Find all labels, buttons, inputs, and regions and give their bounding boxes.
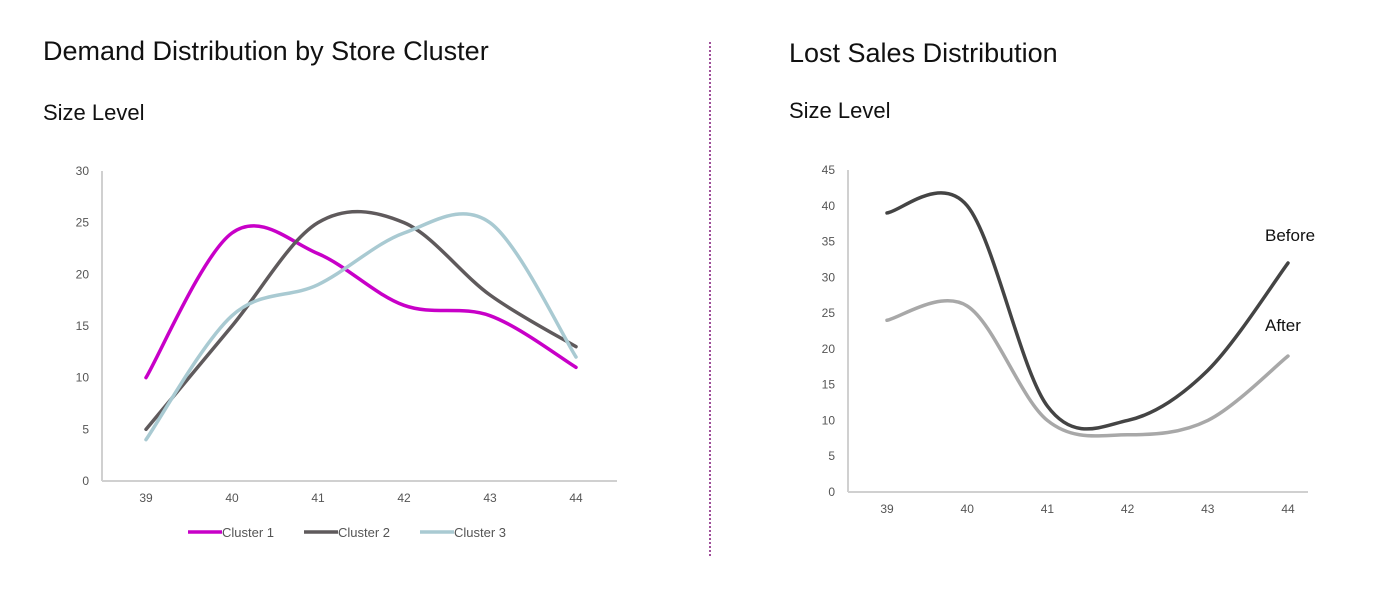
y-tick-label: 45 (822, 163, 836, 177)
y-tick-label: 35 (822, 235, 836, 249)
y-tick-label: 30 (76, 164, 90, 178)
x-tick-label: 41 (311, 491, 325, 505)
x-tick-label: 42 (1121, 502, 1135, 516)
legend-label: Cluster 2 (338, 525, 390, 540)
chart2: 0 5 10 15 20 25 30 35 40 45 39 40 41 42 43 44 Before Afte… (822, 163, 1315, 516)
y-tick-label: 0 (82, 474, 89, 488)
series-line-cluster-2 (144, 209, 578, 432)
series-line-before (885, 191, 1290, 431)
x-tick-label: 44 (569, 491, 583, 505)
chart2-subtitle: Size Level (789, 98, 891, 123)
x-tick-label: 40 (961, 502, 975, 516)
series-line-cluster-3 (144, 212, 578, 442)
y-tick-label: 30 (822, 270, 836, 284)
series-label: After (1265, 316, 1301, 335)
x-tick-label: 43 (483, 491, 497, 505)
y-tick-label: 20 (76, 267, 90, 281)
series-label: Before (1265, 226, 1315, 245)
x-tick-label: 43 (1201, 502, 1215, 516)
y-tick-label: 25 (76, 216, 90, 230)
y-tick-label: 20 (822, 342, 836, 356)
chart1-subtitle: Size Level (43, 100, 145, 125)
legend-label: Cluster 3 (454, 525, 506, 540)
x-tick-label: 40 (225, 491, 239, 505)
chart2-title: Lost Sales Distribution (789, 38, 1058, 68)
x-tick-label: 39 (880, 502, 894, 516)
x-tick-label: 42 (397, 491, 411, 505)
x-tick-label: 41 (1041, 502, 1055, 516)
y-tick-label: 15 (76, 319, 90, 333)
chart1: 0 5 10 15 20 25 30 39 40 41 42 43 44 Cluster 1 Cluster… (76, 164, 617, 540)
y-tick-label: 0 (828, 485, 835, 499)
x-tick-label: 44 (1281, 502, 1295, 516)
y-tick-label: 40 (822, 199, 836, 213)
series-line-after (885, 299, 1290, 438)
y-tick-label: 15 (822, 378, 836, 392)
chart1-title: Demand Distribution by Store Cluster (43, 36, 489, 66)
legend-label: Cluster 1 (222, 525, 274, 540)
y-tick-label: 5 (82, 422, 89, 436)
x-tick-label: 39 (139, 491, 153, 505)
y-tick-label: 10 (76, 371, 90, 385)
y-tick-label: 25 (822, 306, 836, 320)
y-tick-label: 10 (822, 413, 836, 427)
y-tick-label: 5 (828, 449, 835, 463)
divider (709, 42, 711, 556)
